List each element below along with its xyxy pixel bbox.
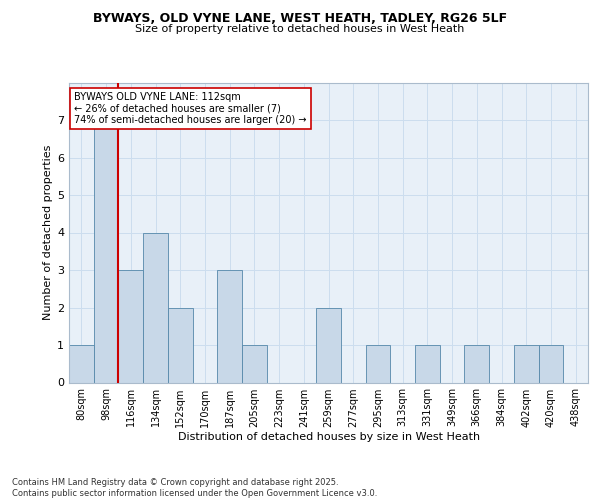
Bar [316,308,341,382]
Bar [94,120,118,382]
Text: BYWAYS, OLD VYNE LANE, WEST HEATH, TADLEY, RG26 5LF: BYWAYS, OLD VYNE LANE, WEST HEATH, TADLE… [93,12,507,26]
Bar [415,345,440,383]
Bar [242,345,267,383]
Bar [118,270,143,382]
Text: BYWAYS OLD VYNE LANE: 112sqm
← 26% of detached houses are smaller (7)
74% of sem: BYWAYS OLD VYNE LANE: 112sqm ← 26% of de… [74,92,307,124]
Bar [143,232,168,382]
Text: Size of property relative to detached houses in West Heath: Size of property relative to detached ho… [136,24,464,34]
Bar [365,345,390,383]
Bar [514,345,539,383]
Y-axis label: Number of detached properties: Number of detached properties [43,145,53,320]
Text: Distribution of detached houses by size in West Heath: Distribution of detached houses by size … [178,432,480,442]
Bar [168,308,193,382]
Bar [539,345,563,383]
Bar [69,345,94,383]
Text: Contains HM Land Registry data © Crown copyright and database right 2025.
Contai: Contains HM Land Registry data © Crown c… [12,478,377,498]
Bar [217,270,242,382]
Bar [464,345,489,383]
